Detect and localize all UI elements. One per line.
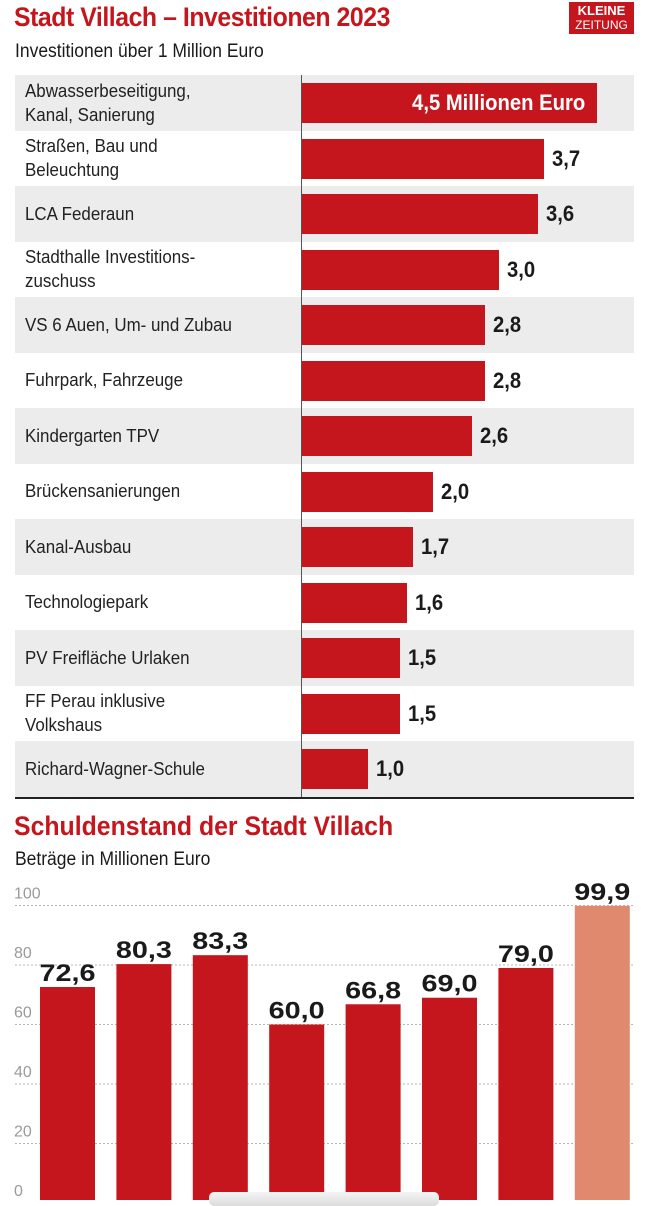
investment-bar <box>302 360 486 401</box>
category-text: LCA Federaun <box>25 203 135 224</box>
bar-value-label: 2,6 <box>480 423 509 448</box>
logo-line2: ZEITUNG <box>575 18 628 32</box>
category-text: Kindergarten TPV <box>25 425 160 446</box>
bar-category-label: LCA Federaun <box>25 186 295 242</box>
category-text: PV Freifläche Urlaken <box>25 647 190 668</box>
y-tick-label: 20 <box>14 1124 32 1141</box>
bar-value-label: 4,5 Millionen Euro <box>411 90 585 115</box>
bar-category-label: PV Freifläche Urlaken <box>25 630 295 686</box>
investment-bar <box>302 194 538 234</box>
bar-value-label: 3,6 <box>545 201 574 226</box>
debt-bar <box>498 967 554 1200</box>
bar-category-label: Technologiepark <box>25 575 295 631</box>
bar-category-label: VS 6 Auen, Um- und Zubau <box>25 297 295 353</box>
investment-bar <box>302 138 545 179</box>
chart-subtitle: Investitionen über 1 Million Euro <box>15 41 264 62</box>
investment-bar-chart: Abwasserbeseitigung, Kanal, Sanierung 4,5… <box>15 75 634 797</box>
bar-value-label: 2,8 <box>493 312 522 337</box>
bar-category-label: Kindergarten TPV <box>25 408 295 464</box>
debt-value-label: 80,3 <box>116 937 172 964</box>
debt-value-label: 72,6 <box>40 960 96 987</box>
category-text: Brückensanierungen <box>25 481 181 502</box>
bar-chart-axis-line <box>301 75 302 797</box>
y-tick-label: 40 <box>14 1064 32 1081</box>
bar-value-label: 1,5 <box>408 700 437 726</box>
kleine-zeitung-logo: KLEINE ZEITUNG <box>569 2 634 34</box>
bar-chart-bottom-rule <box>15 797 634 799</box>
investment-bar <box>302 471 433 512</box>
investment-bar <box>302 582 407 623</box>
investment-bar <box>302 249 499 290</box>
bar-row: Brückensanierungen <box>15 464 634 520</box>
debt-bar <box>40 987 95 1200</box>
debt-bar <box>116 964 172 1200</box>
bar-value-label: 1,6 <box>414 589 443 615</box>
debt-bar <box>574 905 630 1200</box>
y-tick-label: 100 <box>14 886 41 903</box>
debt-bar <box>345 1004 401 1200</box>
bar-category-label: Stadthalle Investitions- zuschuss <box>25 242 295 298</box>
debt-bar <box>269 1024 325 1200</box>
debt-bar <box>422 997 477 1200</box>
bar-value-label: 3,7 <box>552 145 581 171</box>
bar-value-label: 1,0 <box>375 756 404 781</box>
bar-row: Straßen, Bau und Beleuchtung <box>15 131 634 187</box>
bar-value-label: 3,0 <box>506 256 535 282</box>
bar-row: Technologiepark <box>15 575 634 631</box>
debt-value-label: 69,0 <box>422 971 478 998</box>
page-title: Stadt Villach – Investitionen 2023 <box>14 2 390 32</box>
category-text: VS 6 Auen, Um- und Zubau <box>25 314 232 335</box>
bar-value-label: 1,7 <box>421 534 450 559</box>
category-text: FF Perau inklusive Volkshaus <box>25 691 166 736</box>
category-text: Technologiepark <box>25 592 149 613</box>
category-text: Abwasserbeseitigung, Kanal, Sanierung <box>25 80 191 125</box>
debt-value-label: 79,0 <box>498 941 554 968</box>
bar-row: Stadthalle Investitions- zuschuss <box>15 242 634 298</box>
scroll-indicator[interactable] <box>209 1192 439 1206</box>
bar-category-label: Brückensanierungen <box>25 464 295 520</box>
category-text: Stadthalle Investitions- zuschuss <box>25 247 196 292</box>
bar-category-label: Kanal-Ausbau <box>25 519 295 575</box>
y-tick-label: 0 <box>14 1183 23 1200</box>
bar-row: FF Perau inklusive Volkshaus <box>15 686 634 742</box>
bar-category-label: Straßen, Bau und Beleuchtung <box>25 131 295 187</box>
debt-chart-subtitle: Beträge in Millionen Euro <box>15 849 211 870</box>
bar-category-label: FF Perau inklusive Volkshaus <box>25 686 295 742</box>
investment-bar <box>302 416 473 456</box>
bar-category-label: Richard-Wagner-Schule <box>25 741 295 797</box>
investment-bar <box>302 638 401 678</box>
y-tick-label: 60 <box>14 1005 32 1022</box>
category-text: Fuhrpark, Fahrzeuge <box>25 370 184 391</box>
debt-chart-title: Schuldenstand der Stadt Villach <box>14 811 394 841</box>
investment-bar <box>302 693 401 734</box>
bar-value-label: 2,8 <box>493 367 522 393</box>
y-tick-label: 80 <box>14 945 32 962</box>
debt-value-label: 60,0 <box>269 998 325 1025</box>
debt-bar <box>192 955 248 1200</box>
bar-value-label: 1,5 <box>408 645 437 670</box>
logo-line1: KLEINE <box>577 3 626 18</box>
debt-value-label: 83,3 <box>192 928 248 955</box>
category-text: Richard-Wagner-Schule <box>25 758 205 779</box>
bar-category-label: Fuhrpark, Fahrzeuge <box>25 353 295 409</box>
investment-bar <box>302 749 368 789</box>
bar-row: Fuhrpark, Fahrzeuge <box>15 353 634 409</box>
category-text: Straßen, Bau und Beleuchtung <box>25 136 158 181</box>
investment-bar <box>302 305 486 345</box>
bar-category-label: Abwasserbeseitigung, Kanal, Sanierung <box>25 75 295 131</box>
investment-bar <box>302 83 597 123</box>
debt-value-label: 66,8 <box>345 977 401 1004</box>
investment-bar <box>302 527 414 567</box>
category-text: Kanal-Ausbau <box>25 536 132 557</box>
debt-value-label: 99,9 <box>574 879 630 906</box>
bar-value-label: 2,0 <box>441 478 470 504</box>
